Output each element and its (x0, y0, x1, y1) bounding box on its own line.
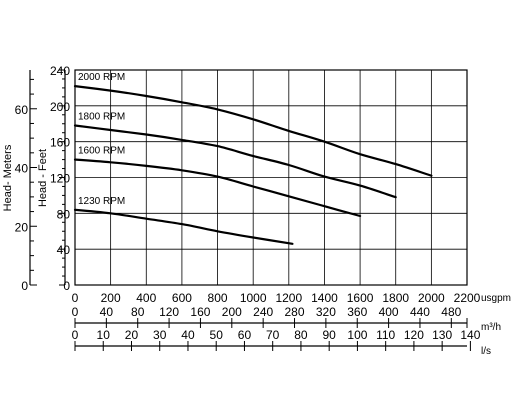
x-axis-ls-tick-label: 120 (404, 328, 424, 342)
x-axis-ls-tick-label: 110 (376, 328, 395, 342)
x-axis-m3h-tick-label: 80 (131, 305, 145, 319)
x-axis-ls-tick-label: 70 (266, 328, 280, 342)
y-tick-label-feet: 80 (57, 207, 71, 221)
x-axis-m3h-tick-label: 400 (379, 305, 399, 319)
x-tick-label-usgpm: 1600 (347, 291, 374, 305)
x-tick-label-usgpm: 2000 (418, 291, 445, 305)
x-axis-m3h-tick-label: 200 (222, 305, 242, 319)
x-axis-ls-tick-label: 100 (347, 328, 367, 342)
x-axis-m3h-tick-label: 480 (441, 305, 461, 319)
y-tick-label-feet: 160 (50, 136, 70, 150)
x-axis-ls-tick-label: 20 (125, 328, 139, 342)
x-axis-ls-tick-label: 60 (238, 328, 252, 342)
x-unit-usgpm: usgpm (481, 293, 511, 304)
x-axis-m3h-tick-label: 40 (100, 305, 114, 319)
x-axis-m3h-tick-label: 240 (253, 305, 273, 319)
x-axis-m3h-tick-label: 0 (72, 305, 79, 319)
x-axis-ls-tick-label: 30 (153, 328, 167, 342)
series-line-1 (73, 85, 433, 177)
x-tick-label-usgpm: 2200 (454, 291, 481, 305)
x-axis-ls-unit: l/s (481, 346, 491, 357)
x-tick-label-usgpm: 1200 (275, 291, 302, 305)
y-tick-label-feet: 200 (50, 100, 70, 114)
x-tick-label-usgpm: 1400 (311, 291, 338, 305)
x-tick-label-usgpm: 400 (136, 291, 156, 305)
y-tick-label-meters: 60 (15, 103, 29, 117)
x-tick-label-usgpm: 1000 (240, 291, 267, 305)
series-line-4 (73, 208, 294, 245)
x-axis-ls-tick-label: 90 (322, 328, 336, 342)
x-axis-m3h-tick-label: 160 (190, 305, 210, 319)
x-axis-ls-tick-label: 0 (72, 328, 79, 342)
series-line-3 (73, 158, 362, 218)
x-tick-label-usgpm: 200 (101, 291, 121, 305)
series-label-3: 1600 RPM (78, 146, 125, 157)
y-axis-title-meters: Head- Meters (2, 144, 14, 211)
y-axis-title-feet: Head - Feet (37, 149, 49, 207)
x-axis-m3h-tick-label: 320 (316, 305, 336, 319)
series-label-1: 2000 RPM (78, 72, 125, 83)
series-layer: 2000 RPM 1800 RPM 1600 RPM 1230 RPM (73, 72, 433, 245)
y-tick-label-feet: 240 (50, 64, 70, 78)
x-axis-m3h-tick-label: 120 (159, 305, 179, 319)
x-axis-ls-tick-label: 50 (210, 328, 224, 342)
x-tick-label-usgpm: 800 (208, 291, 228, 305)
y-tick-label-meters: 20 (15, 220, 29, 234)
x-tick-label-usgpm: 600 (172, 291, 192, 305)
y-tick-label-feet: 40 (57, 243, 71, 257)
x-axis-m3h-tick-label: 360 (347, 305, 367, 319)
x-tick-label-usgpm: 0 (72, 291, 79, 305)
x-tick-label-usgpm: 1800 (382, 291, 409, 305)
axes-layer: 0 200 400 600 800 1000 1200 1400 1600 1800 2000 220… (2, 64, 511, 357)
x-axis-ls-tick-label: 80 (294, 328, 308, 342)
y-tick-label-meters: 0 (21, 279, 28, 293)
x-axis-ls-tick-label: 140 (460, 328, 480, 342)
x-axis-m3h-unit: m³/h (481, 322, 501, 333)
series-label-4: 1230 RPM (78, 196, 125, 207)
y-tick-label-meters: 40 (15, 162, 29, 176)
y-tick-label-feet: 120 (50, 172, 70, 186)
grid (74, 69, 468, 286)
y-tick-label-feet: 0 (63, 279, 70, 293)
plot-frame (74, 69, 468, 286)
series-label-2: 1800 RPM (78, 112, 125, 123)
x-axis-m3h-tick-label: 280 (285, 305, 305, 319)
series-line-2 (73, 124, 397, 199)
x-axis-m3h-tick-label: 440 (410, 305, 430, 319)
x-axis-ls-tick-label: 10 (97, 328, 111, 342)
x-axis-ls-tick-label: 40 (181, 328, 195, 342)
x-axis-ls-tick-label: 130 (432, 328, 452, 342)
